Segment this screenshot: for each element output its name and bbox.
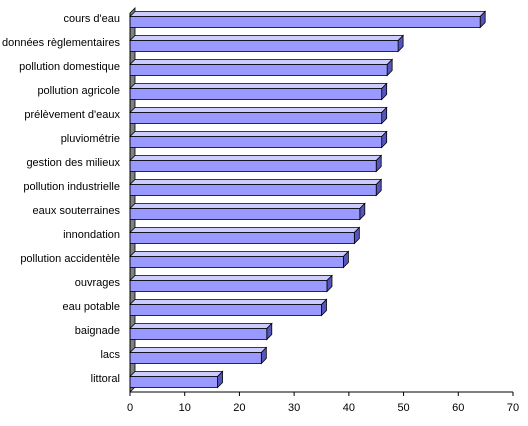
category-label: pollution accidentèle [20, 253, 120, 265]
bar-front-face [129, 184, 377, 196]
bar-top-face [129, 11, 487, 17]
x-tick-label: 50 [397, 402, 409, 414]
category-label: eau potable [63, 301, 121, 313]
bar-5 [129, 130, 388, 149]
bar-front-face [129, 256, 344, 268]
bar-top-face [129, 59, 394, 65]
bars [129, 10, 487, 389]
bar-front-face [129, 16, 481, 28]
category-label: littoral [91, 373, 120, 385]
bar-front-face [129, 88, 383, 100]
bar-3 [129, 82, 388, 101]
category-label: ouvrages [75, 277, 121, 289]
category-label: innondation [63, 229, 120, 241]
bar-top-face [129, 83, 388, 89]
bar-4 [129, 106, 388, 125]
bar-12 [129, 298, 328, 317]
bar-top-face [129, 155, 383, 161]
bar-front-face [129, 136, 383, 148]
bar-15 [129, 370, 224, 389]
x-tick-label: 40 [343, 402, 355, 414]
category-label: baignade [75, 325, 120, 337]
bar-front-face [129, 376, 218, 388]
category-label: prélèvement d'eaux [24, 109, 120, 121]
bar-top-face [129, 275, 333, 281]
category-label: pollution domestique [19, 61, 120, 73]
x-tick-label: 10 [179, 402, 191, 414]
bar-front-face [129, 280, 328, 292]
bar-top-face [129, 251, 350, 257]
x-tick-label: 30 [288, 402, 300, 414]
bar-front-face [129, 64, 388, 76]
bar-top-face [129, 347, 268, 353]
bar-0 [129, 10, 487, 29]
bar-front-face [129, 160, 377, 172]
category-labels: cours d'eau données règlementaires polluti… [2, 13, 121, 385]
bar-front-face [129, 352, 262, 364]
category-label: pollution industrielle [23, 181, 120, 193]
bar-top-face [129, 131, 388, 137]
x-tick-label: 60 [452, 402, 464, 414]
x-tick-label: 0 [127, 402, 133, 414]
category-label: lacs [100, 349, 120, 361]
bar-top-face [129, 299, 328, 305]
bar-11 [129, 274, 333, 293]
bar-front-face [129, 232, 355, 244]
bar-8 [129, 202, 366, 221]
bar-top-face [129, 35, 405, 41]
category-label: pollution agricole [37, 85, 120, 97]
bar-top-face [129, 227, 361, 233]
bar-14 [129, 346, 268, 365]
bar-9 [129, 226, 361, 245]
bar-front-face [129, 304, 322, 316]
bar-2 [129, 58, 394, 77]
bar-top-face [129, 107, 388, 113]
x-tick-label: 20 [233, 402, 245, 414]
bar-top-face [129, 203, 366, 209]
bar-7 [129, 178, 383, 197]
bar-1 [129, 34, 405, 53]
bar-front-face [129, 112, 383, 124]
category-label: cours d'eau [63, 13, 120, 25]
bar-10 [129, 250, 350, 269]
bar-top-face [129, 179, 383, 185]
bar-front-face [129, 40, 399, 52]
category-label: pluviométrie [61, 133, 120, 145]
category-label: gestion des milieux [26, 157, 120, 169]
value-axis: 0 10 20 30 40 50 60 70 [127, 13, 519, 414]
category-label: données règlementaires [2, 37, 121, 49]
bar-top-face [129, 323, 273, 329]
bar-13 [129, 322, 273, 341]
bar-front-face [129, 328, 268, 340]
x-tick-label: 70 [507, 402, 519, 414]
bar-6 [129, 154, 383, 173]
category-label: eaux souterraines [33, 205, 121, 217]
bar-top-face [129, 371, 224, 377]
bar-front-face [129, 208, 361, 220]
